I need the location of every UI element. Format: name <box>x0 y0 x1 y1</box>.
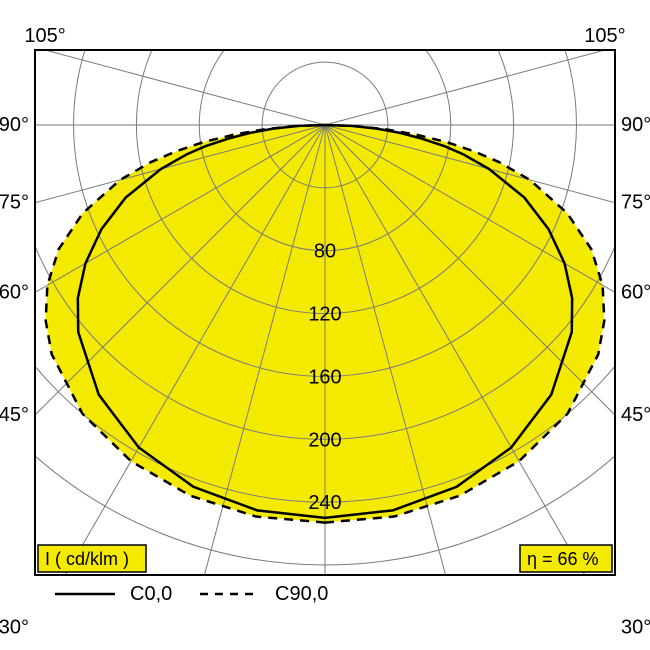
angle-label-left: 45° <box>0 404 29 426</box>
ring-label: 240 <box>308 492 341 514</box>
radial <box>0 0 325 125</box>
angle-label-left: 30° <box>0 616 29 638</box>
angle-label-right: 75° <box>621 192 650 214</box>
angle-label-right: 45° <box>621 404 650 426</box>
radial <box>325 0 650 125</box>
legend-c90: C90,0 <box>275 583 328 605</box>
angle-label-left: 105° <box>24 25 65 47</box>
ring-label: 120 <box>308 304 341 326</box>
angle-label-right: 60° <box>621 281 650 303</box>
ring-label: 160 <box>308 366 341 388</box>
angle-label-right: 90° <box>621 114 650 136</box>
angle-label-right: 105° <box>584 25 625 47</box>
ring-label: 200 <box>308 429 341 451</box>
chart-svg: 30° 30° 45° 45° 60° 60° 75° 75° 90° 90° 105° 105° 80… <box>0 0 650 650</box>
angle-label-left: 90° <box>0 114 29 136</box>
eta-label: η = 66 % <box>527 549 599 569</box>
angle-label-left: 60° <box>0 281 29 303</box>
legend-c0: C0,0 <box>130 583 172 605</box>
polar-chart: 30° 30° 45° 45° 60° 60° 75° 75° 90° 90° 105° 105° 80… <box>0 0 650 650</box>
angle-label-right: 30° <box>621 616 650 638</box>
ring-label: 80 <box>314 241 336 263</box>
angle-label-left: 75° <box>0 192 29 214</box>
unit-label: I ( cd/klm ) <box>45 549 129 569</box>
